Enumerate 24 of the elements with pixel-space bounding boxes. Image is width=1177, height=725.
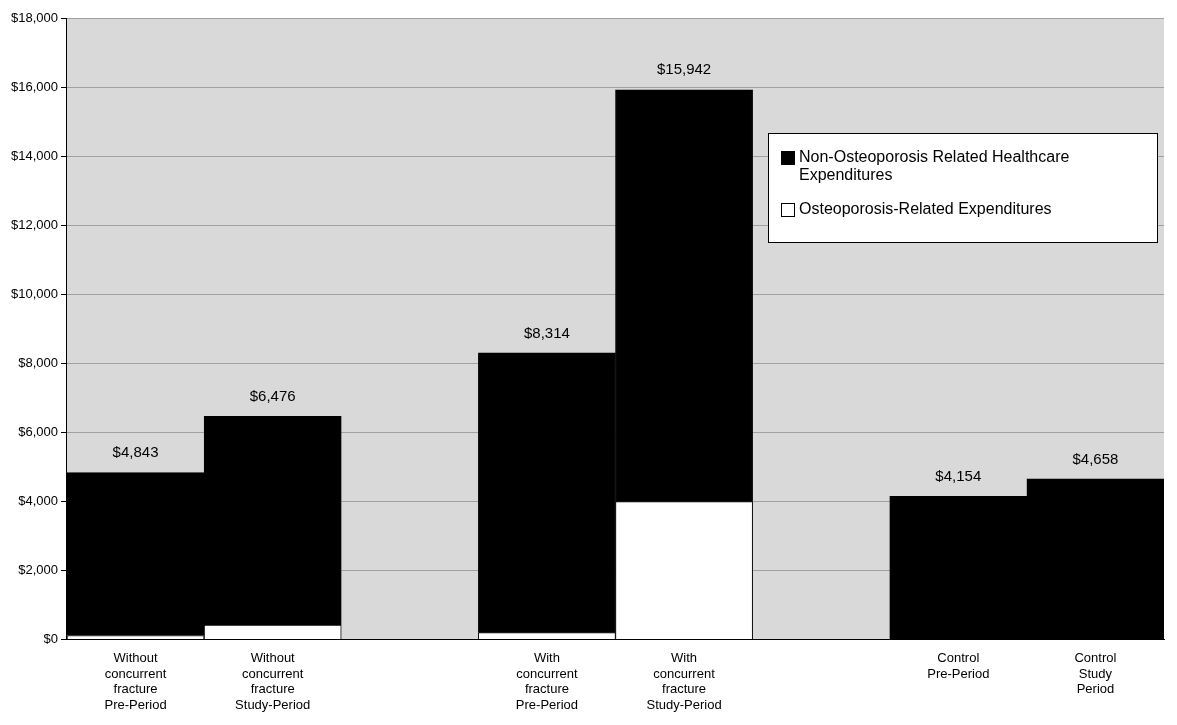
total-label: $6,476 bbox=[249, 386, 296, 404]
total-label: $4,154 bbox=[935, 466, 982, 484]
legend-label: Osteoporosis-Related Expenditures bbox=[799, 200, 1052, 218]
total-label: $8,314 bbox=[523, 323, 570, 341]
x-tick-label: Without concurrent fracture Study-Period bbox=[235, 649, 311, 712]
y-tick-label: $0 bbox=[43, 631, 58, 647]
y-tick-label: $10,000 bbox=[10, 286, 58, 302]
y-tick-label: $8,000 bbox=[18, 355, 58, 371]
y-tick-label: $16,000 bbox=[10, 79, 58, 95]
y-tick-label: $6,000 bbox=[18, 424, 58, 440]
x-tick-label: Control Pre-Period bbox=[927, 649, 990, 681]
y-tick-label: $18,000 bbox=[10, 10, 58, 26]
total-label: $4,843 bbox=[112, 443, 159, 461]
x-tick-label: Without concurrent fracture Pre-Period bbox=[104, 649, 167, 712]
x-tick-label: Control Study Period bbox=[1074, 649, 1117, 697]
x-tick-label: With concurrent fracture Pre-Period bbox=[515, 649, 579, 712]
legend-label: Non-Osteoporosis Related Healthcare Expenditures bbox=[799, 148, 1071, 184]
total-label: $15,942 bbox=[656, 60, 712, 78]
y-tick-label: $2,000 bbox=[18, 562, 58, 578]
y-tick-label: $4,000 bbox=[18, 493, 58, 509]
x-tick-label: With concurrent fracture Study-Period bbox=[646, 649, 722, 712]
y-tick-label: $12,000 bbox=[10, 217, 58, 233]
total-label: $4,658 bbox=[1072, 449, 1119, 467]
y-tick-label: $14,000 bbox=[10, 148, 58, 164]
